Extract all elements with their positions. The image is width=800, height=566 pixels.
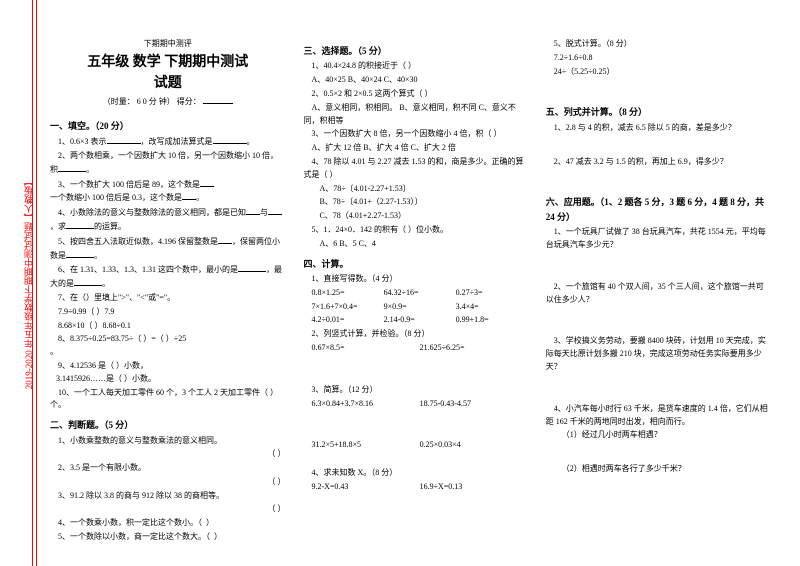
- q2-3-paren: （ ）: [50, 503, 285, 516]
- section-5-heading: 五、列式并计算。（8 分）: [546, 105, 770, 119]
- work-space-1: [303, 356, 527, 384]
- calc-row-1: 0.8×1.25=64.32÷16=0.27÷3=: [303, 287, 527, 300]
- exam-subtitle: （时量： 6 0 分 钟） 得分：: [50, 96, 285, 109]
- q1-1: 1、0.6×3 表示，改写成加法算式是。: [50, 135, 285, 149]
- q4-1: 1、直接写得数。（4 分）: [303, 273, 527, 286]
- q5-2: 2、47 减去 3.2 与 1.5 的积，再加上 6.9，得多少？: [546, 156, 770, 169]
- q3-1-opts: A、40×25 B、40×24 C、40×30: [303, 74, 527, 87]
- q2-1-paren: （ ）: [50, 448, 285, 461]
- q1-2: 2、两个数相乘，一个因数扩大 10 倍，另一个因数缩小 10 倍，积。: [50, 150, 285, 177]
- calc-row-7: 9.2-X=0.4316.9÷X=0.13: [303, 481, 527, 494]
- q3-1: 1、40.4×24.8 的积接近于（ ）: [303, 60, 527, 73]
- work-space-5: [546, 136, 770, 156]
- calc-row-3: 4.2÷0.01=2.14-0.9=0.99+1.8=: [303, 314, 527, 327]
- q3-4a: A、78÷〔4.01-2.27+1.53〕: [303, 183, 527, 196]
- q3-4c: C、78（4.01+2.27-1.53）: [303, 210, 527, 223]
- calc-row-5: 6.3×0.84+3.7×8.1618.75-0.43-4.57: [303, 398, 527, 411]
- q3-4b: B、78÷〔4.01+（2.27-1.53）〕: [303, 196, 527, 209]
- q5-1: 1、2.8 与 4 的积，减去 6.5 除以 5 的商，差是多少？: [546, 122, 770, 135]
- work-space-2: [303, 411, 527, 439]
- work-space-4: [546, 79, 770, 99]
- q3-5: 5、1．24×0．142 的积有（ ）位小数。: [303, 224, 527, 237]
- q1-7: 7、在（）里填上">"、"<"或"="。: [50, 292, 285, 305]
- exam-page: 下期期中测评 五年级 数学 下期期中测试 试题 （时量： 6 0 分 钟） 得分…: [50, 38, 770, 536]
- q1-5: 5、按四舍五入法取近似数，4.196 保留整数是，保留两位小数是。: [50, 235, 285, 263]
- section-6-heading: 六、应用题。（1、2 题各 5 分，3 题 6 分，4 题 8 分，共 24 分…: [546, 195, 770, 224]
- q1-7a: 7.9÷0.99（ ）7.9: [50, 306, 285, 319]
- q1-3: 3、一个数扩大 100 倍后是 89，这个数是一个数缩小 100 倍后是 0.3…: [50, 178, 285, 206]
- q3-5-opts: A、6 B、5 C、4: [303, 238, 527, 251]
- q3-3-opts: A、扩大 12 倍 B、扩大 4 倍 C、扩大 2 倍: [303, 142, 527, 155]
- exam-title-1: 五年级 数学 下期期中测试: [50, 53, 285, 73]
- q4-4: 4、求未知数 X。（8 分）: [303, 467, 527, 480]
- score-blank: [203, 103, 233, 104]
- column-2: 三、选择题。（5 分） 1、40.4×24.8 的积接近于（ ） A、40×25…: [303, 38, 527, 536]
- q1-8: 8、8.375÷0.25=83.75÷（ ）=（ ）÷25。: [50, 333, 285, 359]
- calc-8a: 7.2÷1.6÷0.8: [546, 52, 770, 65]
- work-space-9: [546, 375, 770, 403]
- q3-4: 4、78 除以 4.01 与 2.27 减去 1.53 的和，商是多少。正确的算…: [303, 156, 527, 182]
- sidebar-label: 2019-2020 年五年级数学下期期中测试试题【人教版】: [22, 177, 35, 389]
- q2-5: 5、一个数除以小数，商一定比这个数大。（ ）: [50, 531, 285, 544]
- section-3-heading: 三、选择题。（5 分）: [303, 44, 527, 58]
- q4-2: 2、列竖式计算，并检验。（8 分）: [303, 328, 527, 341]
- q6-1: 1、一个玩具厂试做了 38 台玩具汽车，共花 1554 元，平均每台玩具汽车多少…: [546, 226, 770, 252]
- margin-line-2: [36, 0, 37, 566]
- work-space-8: [546, 307, 770, 335]
- section-2-heading: 二、判断题。（5 分）: [50, 418, 285, 432]
- section-1-heading: 一、填空。（20 分）: [50, 119, 285, 133]
- q6-2: 2、一个旅馆有 40 个双人间，35 个三人间，这个旅馆一共可以住多少人？: [546, 281, 770, 307]
- q2-4: 4、一个数乘小数，积一定比这个数小。（ ）: [50, 517, 285, 530]
- q1-6: 6、在 1.31、1.33、1.3、1.31 这四个数中，最小的是，最大的是。: [50, 263, 285, 291]
- q4-5: 5、脱式计算。（8 分）: [546, 38, 770, 51]
- q6-4: 4、小汽车每小时行 63 千米，是货车速度的 1.4 倍，它们从相距 162 千…: [546, 403, 770, 429]
- q4-3: 3、简算。（12 分）: [303, 384, 527, 397]
- q3-2-opts: A、意义相同，积相同。 B、意义相同，积不同 C、意义不同，积相等: [303, 102, 527, 128]
- calc-8b: 24÷（5.25÷0.25）: [546, 66, 770, 79]
- column-1: 下期期中测评 五年级 数学 下期期中测试 试题 （时量： 6 0 分 钟） 得分…: [50, 38, 285, 536]
- sidebar-strip: 2019-2020 年五年级数学下期期中测试试题【人教版】: [22, 0, 40, 566]
- q6-3: 3、学校搞义务劳动，要搬 8400 块砖，计划用 10 天完成，实际每天比原计划…: [546, 335, 770, 373]
- subtitle-text: （时量： 6 0 分 钟） 得分：: [103, 97, 201, 106]
- work-space-3: [303, 453, 527, 467]
- calc-row-2: 7×1.6+7×0.4=9×0.9=3.4×4=: [303, 301, 527, 314]
- q1-10: 10、一个工人每天加工零件 60 个，3 个工人 2 天加工零件（ ）个。: [50, 387, 285, 413]
- q2-2: 2、3.5 是一个有限小数。: [50, 462, 285, 475]
- q2-3: 3、91.2 除以 3.8 的商与 912 除以 38 的商相等。: [50, 490, 285, 503]
- q6-4a: （1）经过几小时两车相遇？: [546, 429, 770, 442]
- column-3: 5、脱式计算。（8 分） 7.2÷1.6÷0.8 24÷（5.25÷0.25） …: [546, 38, 770, 536]
- work-space-7: [546, 253, 770, 281]
- pre-title: 下期期中测评: [50, 38, 285, 51]
- work-space-10: [546, 443, 770, 463]
- work-space-6: [546, 169, 770, 189]
- q1-4: 4、小数除法的意义与整数除法的意义相同，都是已知与，求的运算。: [50, 206, 285, 234]
- calc-row-4: 0.67×8.5=21.625÷6.25=: [303, 342, 527, 355]
- q2-2-paren: （ ）: [50, 476, 285, 489]
- q1-9: 9、4.12536 是（ ）小数， 3.1415926……是（ ）小数。: [50, 360, 285, 386]
- q3-2: 2、0.5×2 和 2×0.5 这两个算式（ ）: [303, 88, 527, 101]
- q3-3: 3、一个因数扩大 8 倍，另一个因数缩小 4 倍，积（ ）: [303, 128, 527, 141]
- margin-line-1: [32, 0, 33, 566]
- q1-7b: 8.68×10（ ）8.68÷0.1: [50, 320, 285, 333]
- exam-title-2: 试题: [50, 74, 285, 94]
- calc-row-6: 31.2×5+18.8×50.25×0.03×4: [303, 439, 527, 452]
- section-4-heading: 四、计算。: [303, 257, 527, 271]
- q6-4b: （2）相遇时两车各行了多少千米？: [546, 463, 770, 476]
- q2-1: 1、小数乘整数的意义与整数乘法的意义相同。: [50, 435, 285, 448]
